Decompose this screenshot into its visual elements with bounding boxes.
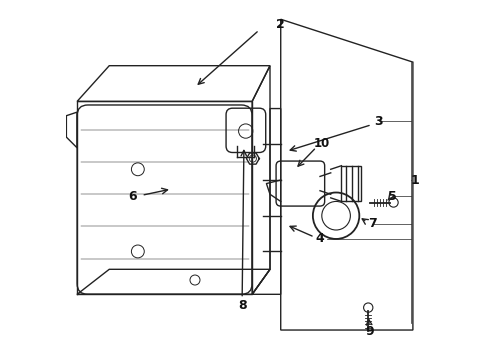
Text: 4: 4 bbox=[316, 233, 324, 246]
Text: 7: 7 bbox=[368, 217, 377, 230]
Text: 2: 2 bbox=[276, 18, 285, 31]
Text: 3: 3 bbox=[375, 114, 383, 127]
Text: 9: 9 bbox=[365, 325, 374, 338]
Text: 5: 5 bbox=[388, 190, 396, 203]
Text: 8: 8 bbox=[238, 299, 246, 312]
Bar bbox=[342, 166, 361, 202]
Text: 6: 6 bbox=[128, 190, 137, 203]
Text: 10: 10 bbox=[314, 137, 330, 150]
Text: 1: 1 bbox=[410, 174, 419, 186]
